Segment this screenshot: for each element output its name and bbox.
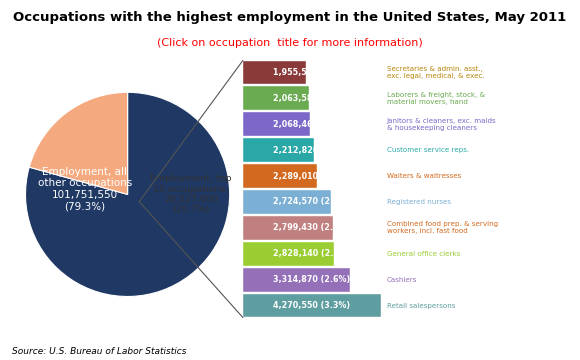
Text: Occupations with the highest employment in the United States, May 2011: Occupations with the highest employment … [13, 11, 567, 24]
Text: (Click on occupation  title for more information): (Click on occupation title for more info… [157, 38, 423, 48]
Bar [243, 138, 314, 162]
Wedge shape [29, 92, 128, 194]
Text: Waiters & waitresses: Waiters & waitresses [387, 173, 461, 179]
Text: General office clerks: General office clerks [387, 251, 460, 257]
Text: 2,289,010 (1.8%): 2,289,010 (1.8%) [273, 172, 350, 181]
Text: Registered nurses: Registered nurses [387, 199, 451, 205]
Text: Laborers & freight, stock, &
material movers, hand: Laborers & freight, stock, & material mo… [387, 92, 485, 105]
Text: 2,799,430 (2.2%): 2,799,430 (2.2%) [273, 223, 350, 233]
Bar [243, 86, 310, 110]
Text: Source: U.S. Bureau of Labor Statistics: Source: U.S. Bureau of Labor Statistics [12, 347, 186, 356]
Bar [243, 190, 331, 214]
Text: Customer service reps.: Customer service reps. [387, 147, 469, 153]
Wedge shape [26, 92, 230, 297]
Text: Retail salespersons: Retail salespersons [387, 303, 455, 309]
Text: 2,828,140 (2.2%): 2,828,140 (2.2%) [273, 249, 351, 258]
Text: Secretaries & admin. asst.,
exc. legal, medical, & exec.: Secretaries & admin. asst., exc. legal, … [387, 66, 484, 79]
Text: 2,724,570 (2.1%): 2,724,570 (2.1%) [273, 198, 350, 207]
Text: 1,955,570 (1.5%): 1,955,570 (1.5%) [273, 68, 350, 77]
Text: 3,314,870 (2.6%): 3,314,870 (2.6%) [273, 275, 350, 284]
Text: Combined food prep. & serving
workers, incl. fast food: Combined food prep. & serving workers, i… [387, 221, 498, 234]
Bar [243, 216, 333, 240]
Text: Employment, top
10 occupations,
26,527,000
(20.7%): Employment, top 10 occupations, 26,527,0… [150, 174, 231, 215]
Text: 2,063,580 (1.6%): 2,063,580 (1.6%) [273, 94, 350, 103]
Bar [243, 60, 306, 84]
Bar [243, 294, 380, 318]
Bar [243, 164, 317, 188]
Bar [243, 242, 334, 266]
Text: Janitors & cleaners, exc. maids
& housekeeping cleaners: Janitors & cleaners, exc. maids & housek… [387, 118, 496, 131]
Bar [243, 112, 310, 136]
Bar [243, 268, 350, 292]
Text: 2,212,820 (1.7%): 2,212,820 (1.7%) [273, 145, 350, 155]
Text: Employment, all
other occupations
101,751,550
(79.3%): Employment, all other occupations 101,75… [38, 167, 132, 212]
Text: Cashiers: Cashiers [387, 277, 417, 283]
Text: 2,068,460 (1.6%): 2,068,460 (1.6%) [273, 120, 350, 129]
Text: 4,270,550 (3.3%): 4,270,550 (3.3%) [273, 301, 350, 310]
